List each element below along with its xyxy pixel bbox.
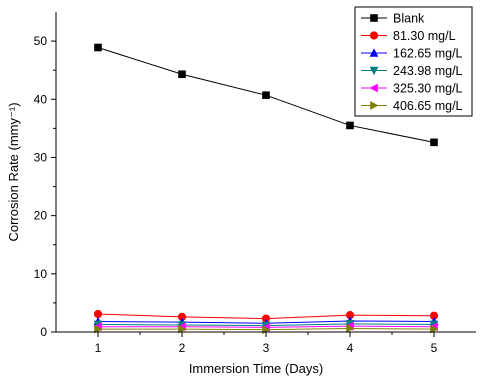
legend: Blank 81.30 mg/L 162.65 mg/L 243.98 mg/L 325… — [354, 6, 473, 117]
data-point — [94, 324, 103, 334]
data-point — [94, 43, 102, 52]
legend-label: 243.98 mg/L — [393, 64, 463, 78]
x-tick-label: 5 — [431, 341, 438, 355]
data-point — [430, 138, 438, 147]
y-tick-label: 40 — [34, 92, 48, 106]
data-point — [345, 311, 355, 320]
y-tick-label: 10 — [34, 267, 48, 281]
legend-marker — [369, 83, 378, 93]
data-point — [346, 324, 355, 333]
data-point — [178, 70, 186, 79]
legend-marker — [369, 48, 379, 57]
legend-label: 81.30 mg/L — [393, 29, 456, 43]
y-tick-label: 50 — [34, 34, 48, 48]
y-tick-label: 20 — [34, 209, 48, 223]
legend-marker — [370, 101, 379, 110]
x-tick-label: 2 — [179, 341, 186, 355]
series-1 — [93, 309, 439, 323]
series-0 — [94, 43, 438, 147]
data-point — [178, 324, 187, 334]
data-point — [430, 324, 439, 334]
x-tick-label: 4 — [347, 341, 354, 355]
x-tick-label: 1 — [95, 341, 102, 355]
legend-marker — [369, 66, 379, 76]
y-tick-label: 0 — [40, 325, 47, 339]
legend-label: Blank — [393, 12, 425, 26]
plot-area — [93, 43, 439, 335]
data-point — [346, 121, 354, 130]
data-point — [261, 314, 271, 323]
data-point — [429, 311, 439, 320]
legend-box — [354, 6, 473, 117]
x-axis-title: Immersion Time (Days) — [189, 361, 323, 376]
series-5 — [94, 324, 439, 335]
legend-label: 406.65 mg/L — [393, 99, 463, 113]
legend-marker — [369, 31, 379, 40]
data-point — [93, 309, 103, 319]
y-tick-label: 30 — [34, 150, 48, 164]
legend-label: 325.30 mg/L — [393, 82, 463, 96]
x-tick-label: 3 — [263, 341, 270, 355]
y-axis-title: Corrosion Rate (mmy⁻¹) — [6, 102, 21, 241]
legend-marker — [370, 14, 378, 22]
data-point — [177, 312, 187, 321]
legend-label: 162.65 mg/L — [393, 47, 463, 61]
data-point — [262, 91, 270, 99]
